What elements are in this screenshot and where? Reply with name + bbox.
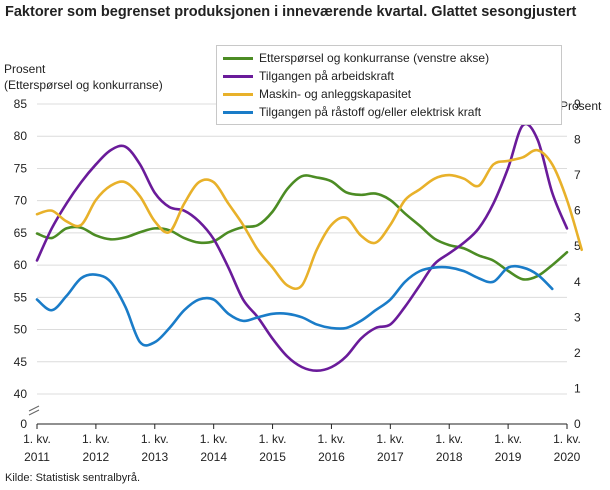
legend-label: Tilgangen på arbeidskraft — [259, 69, 394, 83]
axis-break-mark — [28, 405, 40, 412]
legend-label: Etterspørsel og konkurranse (venstre aks… — [259, 51, 490, 65]
series-line-ettersp-rsel-og-konkurranse-venstre-akse — [35, 174, 569, 281]
x-tick-label: 2011 — [24, 450, 50, 464]
x-tick-label: 2017 — [377, 450, 404, 464]
legend-item: Tilgangen på arbeidskraft — [223, 67, 555, 85]
y-right-tick-label: 3 — [574, 310, 581, 324]
y-right-tick-label: 6 — [574, 204, 581, 218]
legend: Etterspørsel og konkurranse (venstre aks… — [216, 45, 562, 125]
legend-label: Tilgangen på råstoff og/eller elektrisk … — [259, 105, 482, 119]
x-tick-label: 2018 — [436, 450, 463, 464]
y-right-tick-label: 7 — [574, 168, 581, 182]
x-tick-label: 1. kv. — [494, 432, 522, 446]
x-tick-label: 2015 — [259, 450, 286, 464]
y-right-tick-label: 2 — [574, 346, 581, 360]
x-tick-label: 2020 — [554, 450, 581, 464]
x-tick-label: 1. kv. — [376, 432, 404, 446]
axis-break-mark — [28, 409, 40, 416]
legend-label: Maskin- og anleggskapasitet — [259, 87, 412, 101]
x-tick-label: 1. kv. — [82, 432, 110, 446]
y-left-tick-label: 0 — [20, 417, 27, 431]
y-right-tick-label: 0 — [574, 417, 581, 431]
y-left-tick-label: 65 — [14, 226, 28, 240]
x-tick-label: 2012 — [83, 450, 110, 464]
y-right-tick-label: 5 — [574, 239, 581, 253]
series-line-maskin-og-anleggskapasitet — [35, 148, 584, 291]
x-tick-label: 1. kv. — [259, 432, 287, 446]
y-left-tick-label: 55 — [14, 290, 28, 304]
legend-item: Tilgangen på råstoff og/eller elektrisk … — [223, 103, 555, 121]
y-left-tick-label: 70 — [14, 194, 28, 208]
y-right-tick-label: 8 — [574, 133, 581, 147]
y-right-tick-label: 9 — [574, 97, 581, 111]
x-tick-label: 2014 — [200, 450, 227, 464]
legend-swatch — [223, 92, 253, 96]
y-left-tick-label: 75 — [14, 161, 28, 175]
x-tick-label: 1. kv. — [200, 432, 228, 446]
y-right-tick-label: 4 — [574, 275, 581, 289]
x-tick-label: 2019 — [495, 450, 522, 464]
source-note: Kilde: Statistisk sentralbyrå. — [5, 472, 141, 484]
y-left-tick-label: 60 — [14, 258, 28, 272]
legend-swatch — [223, 56, 253, 60]
x-tick-label: 1. kv. — [141, 432, 169, 446]
y-right-tick-label: 1 — [574, 381, 581, 395]
legend-swatch — [223, 110, 253, 114]
y-axis-left-label-line2: (Etterspørsel og konkurranse) — [4, 78, 163, 92]
chart-title: Faktorer som begrenset produksjonen i in… — [5, 4, 577, 20]
y-left-tick-label: 50 — [14, 323, 28, 337]
x-tick-label: 1. kv. — [318, 432, 346, 446]
y-left-tick-label: 40 — [14, 387, 28, 401]
series-line-tilgangen-pa-ra-stoff-og-eller-elektrisk-kraft — [35, 264, 554, 347]
x-tick-label: 1. kv. — [435, 432, 463, 446]
y-left-tick-label: 45 — [14, 355, 28, 369]
legend-item: Etterspørsel og konkurranse (venstre aks… — [223, 49, 555, 67]
legend-swatch — [223, 74, 253, 78]
x-tick-label: 1. kv. — [23, 432, 51, 446]
y-axis-left-label-line1: Prosent — [4, 62, 46, 76]
y-axis-left-label: Prosent (Etterspørsel og konkurranse) — [4, 61, 163, 93]
series-line-tilgangen-pa-arbeidskraft — [35, 122, 569, 372]
x-tick-label: 2016 — [318, 450, 345, 464]
legend-item: Maskin- og anleggskapasitet — [223, 85, 555, 103]
y-left-tick-label: 85 — [14, 97, 28, 111]
y-left-tick-label: 80 — [14, 129, 28, 143]
y-axis-right-label: Prosent — [560, 99, 602, 113]
x-tick-label: 1. kv. — [553, 432, 581, 446]
x-tick-label: 2013 — [141, 450, 168, 464]
